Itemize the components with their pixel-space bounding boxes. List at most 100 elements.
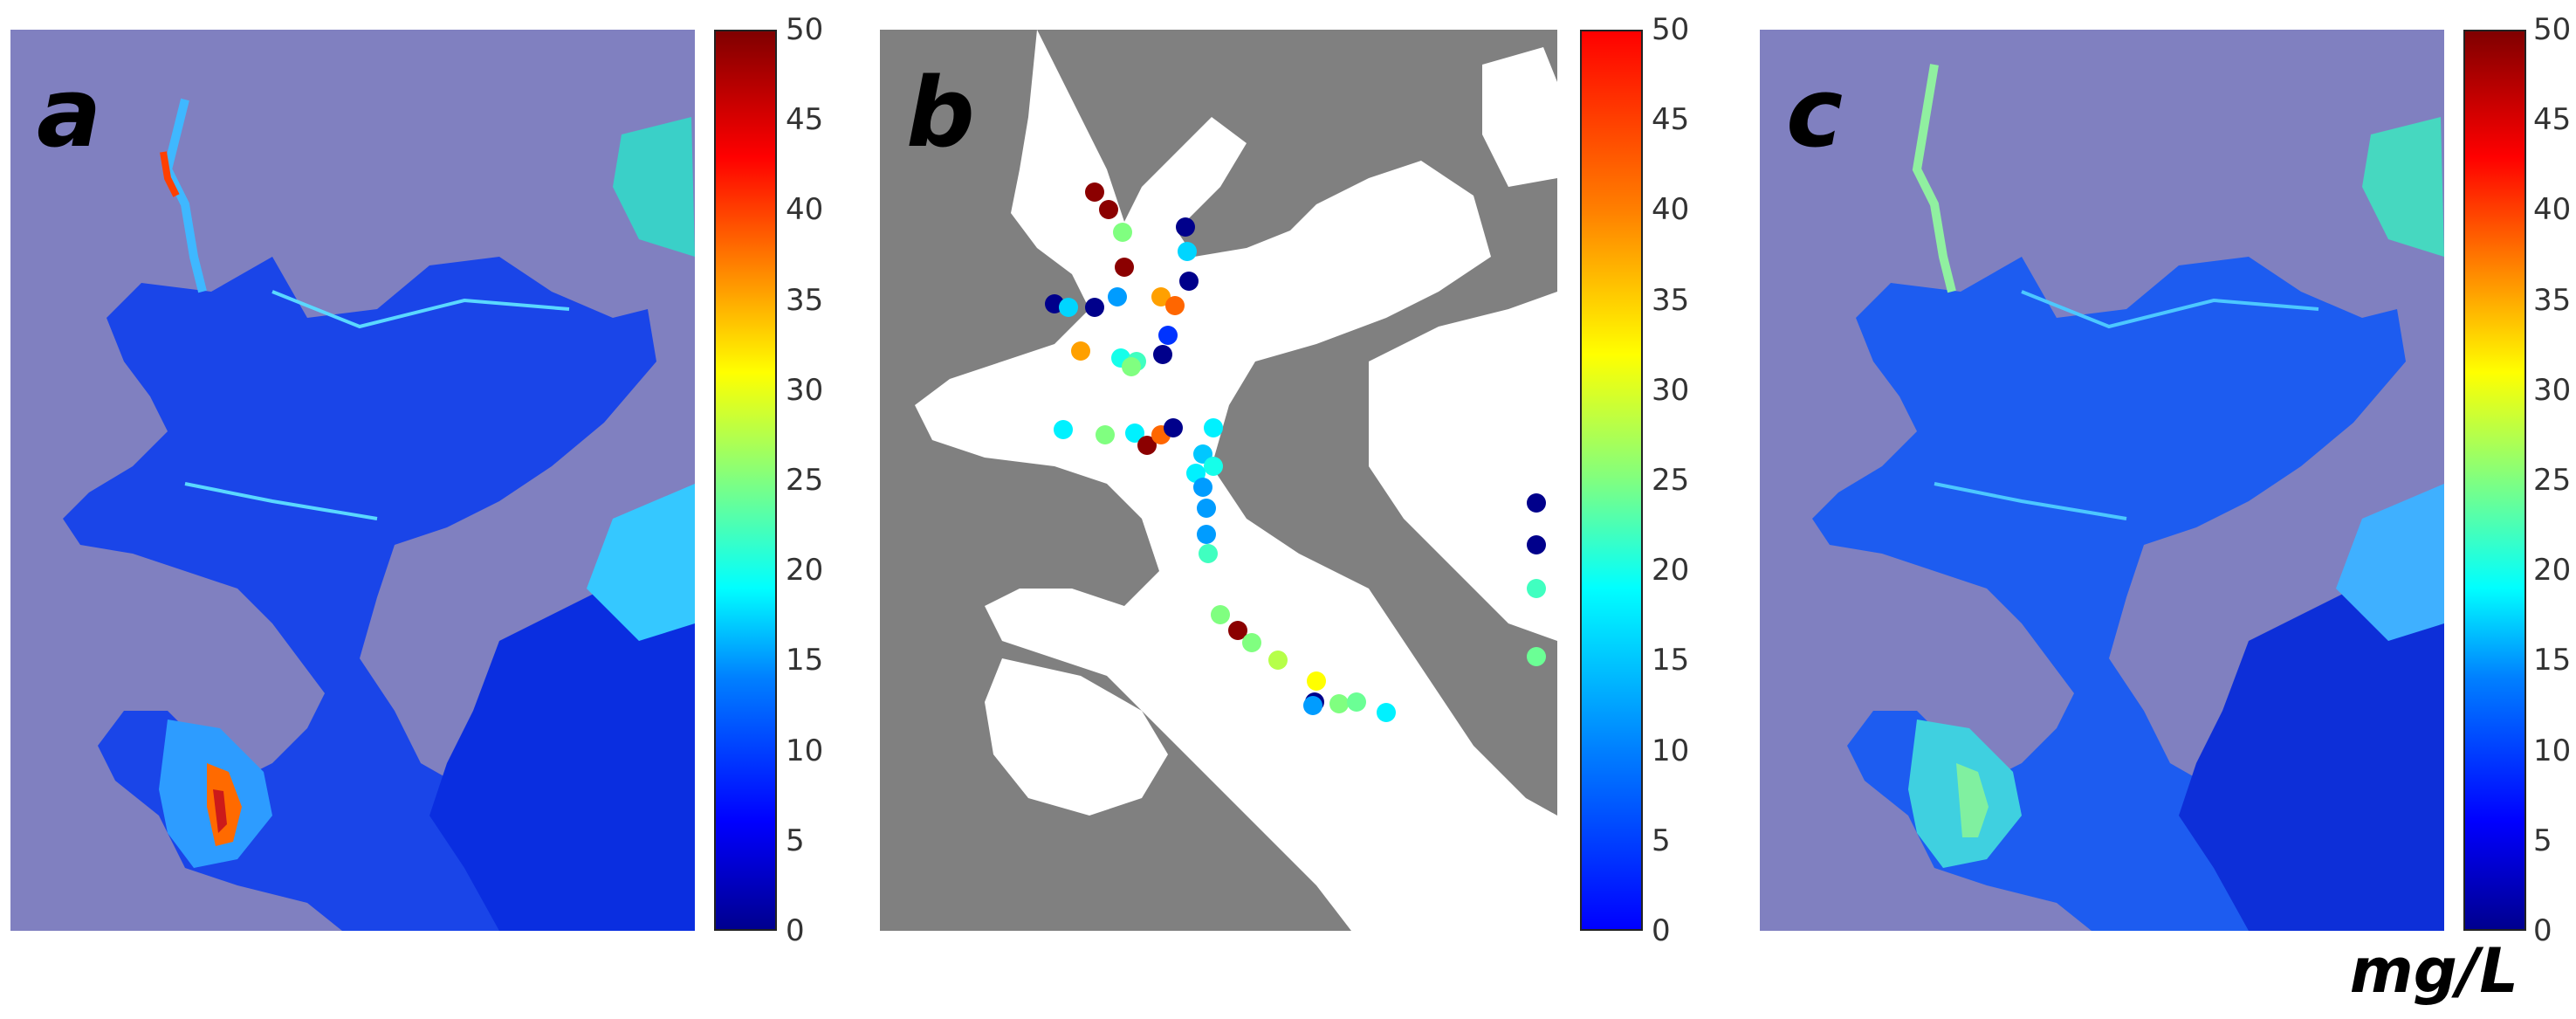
station-marker — [1347, 692, 1366, 712]
station-marker — [1199, 544, 1218, 563]
station-marker — [1242, 633, 1261, 652]
tick-label: 5 — [786, 823, 805, 858]
tick-label: 45 — [2533, 102, 2572, 138]
station-marker — [1228, 621, 1247, 640]
tick-label: 0 — [2533, 913, 2552, 948]
north-island — [1482, 47, 1557, 187]
panel-b-map: b — [880, 30, 1557, 931]
tick-label: 50 — [2533, 12, 2572, 47]
station-marker — [1527, 535, 1546, 554]
station-marker — [1197, 499, 1216, 518]
station-marker — [1204, 418, 1223, 437]
station-marker — [1071, 341, 1090, 361]
tick-label: 45 — [1652, 102, 1690, 138]
northeast-plume — [2362, 117, 2444, 257]
station-marker — [1096, 425, 1115, 444]
bright-edges — [1934, 290, 2319, 520]
station-marker — [1197, 525, 1216, 544]
tick-label: 20 — [786, 553, 824, 589]
station-marker — [1153, 345, 1172, 364]
station-marker — [1211, 605, 1230, 624]
east-plume — [2336, 484, 2444, 641]
tick-label: 20 — [2533, 553, 2572, 589]
colorbar-b-ticks: 50 45 40 35 30 25 20 15 10 5 0 — [1652, 12, 1721, 948]
river-channel — [162, 98, 207, 293]
river-channel — [1912, 64, 1956, 293]
tick-label: 40 — [2533, 192, 2572, 228]
station-marker — [1151, 287, 1171, 306]
panel-label-b: b — [906, 57, 975, 169]
tick-label: 15 — [1652, 643, 1690, 678]
tick-label: 50 — [1652, 12, 1690, 47]
panel-label-c: c — [1786, 57, 1844, 169]
station-marker — [1108, 287, 1127, 306]
colorbar-a — [714, 30, 777, 931]
tick-label: 10 — [2533, 733, 2572, 768]
bright-edges — [184, 290, 570, 520]
station-marker — [1125, 423, 1144, 443]
river-hot — [160, 151, 180, 197]
estuary-water — [1812, 257, 2444, 931]
colorbar-b — [1580, 30, 1643, 931]
estuary-water — [63, 257, 695, 931]
tick-label: 20 — [1652, 553, 1690, 589]
tick-label: 5 — [2533, 823, 2552, 858]
station-markers-layer — [1045, 182, 1546, 722]
station-marker — [1137, 436, 1157, 455]
station-marker — [1113, 223, 1132, 242]
tick-label: 10 — [786, 733, 824, 768]
station-marker — [1307, 671, 1326, 691]
tick-label: 5 — [1652, 823, 1671, 858]
station-marker — [1085, 182, 1104, 202]
station-marker — [1054, 420, 1073, 439]
map-a-svg — [10, 30, 695, 931]
tick-label: 50 — [786, 12, 824, 47]
colorbar-c — [2463, 30, 2526, 931]
ocean-water — [2179, 536, 2444, 931]
right-water — [1369, 292, 1557, 641]
tick-label: 40 — [786, 192, 824, 228]
tick-label: 35 — [786, 282, 824, 318]
colorbar-a-ticks: 50 45 40 35 30 25 20 15 10 5 0 — [786, 12, 855, 948]
station-marker — [1115, 258, 1134, 277]
tick-label: 15 — [786, 643, 824, 678]
unit-label: mg/L — [2349, 935, 2518, 1007]
station-marker — [1204, 457, 1223, 476]
station-marker — [1527, 579, 1546, 598]
station-marker — [1329, 694, 1349, 713]
tick-label: 15 — [2533, 643, 2572, 678]
colorbar-c-ticks: 50 45 40 35 30 25 20 15 10 5 0 — [2533, 12, 2576, 948]
station-marker — [1165, 296, 1185, 315]
station-marker — [1059, 298, 1078, 317]
lower-bay-water — [985, 658, 1168, 816]
tick-label: 25 — [2533, 463, 2572, 498]
station-marker — [1179, 272, 1199, 291]
panel-c-map: c — [1760, 30, 2444, 931]
tick-label: 35 — [2533, 282, 2572, 318]
tick-label: 30 — [2533, 372, 2572, 408]
station-marker — [1377, 703, 1396, 722]
station-marker — [1527, 493, 1546, 513]
bay-core — [1956, 763, 1989, 837]
panel-a-map: a — [10, 30, 695, 931]
ocean-water — [429, 536, 695, 931]
station-marker — [1176, 217, 1195, 237]
panel-label-a: a — [37, 57, 102, 169]
tick-label: 35 — [1652, 282, 1690, 318]
station-marker — [1193, 478, 1212, 497]
station-marker — [1099, 200, 1118, 219]
tick-label: 25 — [1652, 463, 1690, 498]
station-marker — [1085, 298, 1104, 317]
northeast-plume — [613, 117, 695, 257]
tick-label: 30 — [1652, 372, 1690, 408]
map-c-svg — [1760, 30, 2444, 931]
station-marker — [1178, 242, 1197, 261]
tick-label: 40 — [1652, 192, 1690, 228]
station-marker — [1158, 326, 1178, 345]
station-marker — [1122, 357, 1141, 376]
station-marker — [1527, 647, 1546, 666]
tick-label: 25 — [786, 463, 824, 498]
station-marker — [1164, 418, 1183, 437]
map-b-svg — [880, 30, 1557, 931]
tick-label: 45 — [786, 102, 824, 138]
